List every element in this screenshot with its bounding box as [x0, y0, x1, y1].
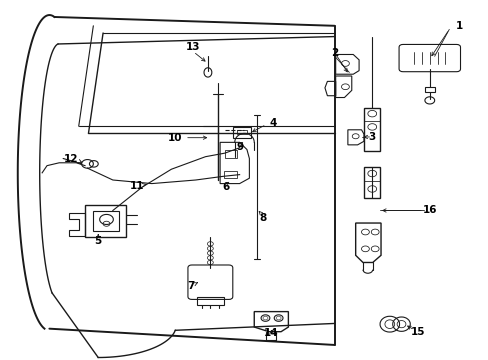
Text: 11: 11	[130, 181, 144, 191]
Text: 4: 4	[268, 118, 276, 128]
Text: 14: 14	[264, 328, 278, 338]
Text: 13: 13	[185, 42, 200, 52]
Text: 10: 10	[167, 133, 182, 143]
Text: 5: 5	[94, 236, 102, 246]
Text: 15: 15	[409, 327, 424, 337]
Text: 16: 16	[422, 206, 436, 216]
Text: 8: 8	[259, 213, 266, 222]
Text: 7: 7	[187, 281, 194, 291]
Text: 6: 6	[222, 182, 229, 192]
Text: 1: 1	[454, 21, 462, 31]
Text: 2: 2	[330, 48, 338, 58]
Text: 3: 3	[368, 132, 375, 142]
Text: 9: 9	[236, 141, 243, 152]
Text: 12: 12	[64, 154, 79, 164]
